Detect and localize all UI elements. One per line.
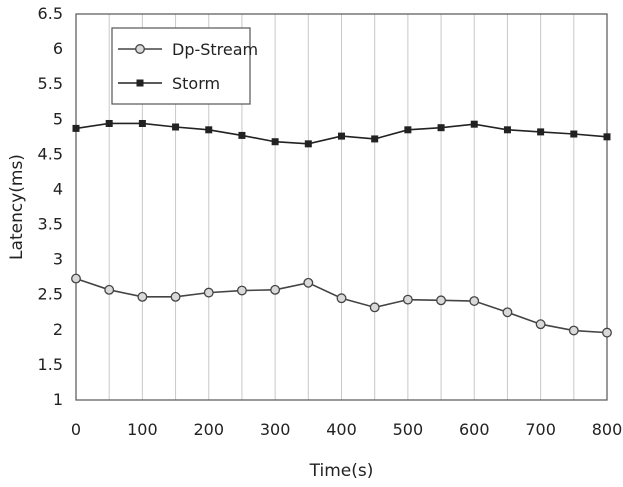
data-point	[568, 325, 579, 336]
x-tick-label: 100	[127, 420, 158, 439]
y-axis-title: Latency(ms)	[7, 154, 27, 260]
legend-marker	[135, 44, 145, 54]
legend-label: Storm	[172, 74, 220, 93]
x-axis-ticks: 0 100 200 300 400 500 600 700 800	[71, 420, 622, 439]
y-tick-label: 4.5	[38, 144, 63, 163]
y-tick-label: 2.5	[38, 285, 63, 304]
data-point	[172, 123, 180, 131]
y-tick-label: 1	[53, 390, 63, 409]
data-point	[137, 291, 148, 302]
series-dp-stream	[71, 273, 612, 338]
legend-label: Dp-Stream	[172, 40, 258, 59]
x-tick-label: 700	[525, 420, 556, 439]
data-point	[203, 287, 214, 298]
data-point	[371, 135, 379, 143]
y-tick-label: 4	[53, 179, 63, 198]
data-point	[236, 285, 247, 296]
y-tick-label: 1.5	[38, 355, 63, 374]
data-point	[271, 138, 279, 146]
data-point	[104, 284, 115, 295]
data-point	[402, 294, 413, 305]
legend-box	[111, 27, 251, 105]
legend-item: Dp-Stream	[118, 40, 258, 59]
data-point	[470, 120, 478, 128]
x-axis-title: Time(s)	[309, 461, 374, 481]
data-point	[602, 327, 612, 338]
data-point	[436, 295, 447, 306]
data-point	[238, 131, 246, 139]
data-point	[304, 140, 312, 148]
y-tick-label: 6.5	[38, 4, 63, 23]
data-point	[138, 119, 146, 127]
data-point	[469, 296, 480, 306]
data-point	[404, 126, 412, 134]
data-point	[336, 293, 347, 304]
data-point	[71, 273, 81, 284]
series-layer	[71, 119, 612, 338]
data-point	[502, 307, 513, 318]
data-point	[303, 277, 314, 288]
x-tick-label: 500	[393, 420, 424, 439]
data-point	[105, 119, 113, 127]
y-tick-label: 5.5	[38, 74, 63, 93]
data-point	[603, 133, 611, 141]
x-tick-label: 600	[459, 420, 490, 439]
data-point	[338, 132, 345, 140]
y-tick-label: 3	[53, 250, 63, 269]
data-point	[437, 124, 445, 132]
data-point	[72, 124, 80, 132]
series-storm	[72, 119, 611, 148]
y-tick-label: 6	[53, 39, 63, 58]
data-point	[503, 126, 511, 134]
y-tick-label: 3.5	[38, 215, 63, 234]
data-point	[570, 130, 578, 138]
vertical-gridlines	[108, 14, 575, 400]
data-point	[535, 319, 546, 330]
data-point	[205, 126, 213, 134]
legend-item: Storm	[118, 74, 220, 93]
legend-marker	[136, 79, 144, 87]
y-tick-label: 5	[53, 109, 63, 128]
y-tick-label: 2	[53, 320, 63, 339]
x-tick-label: 400	[326, 420, 357, 439]
x-tick-label: 200	[193, 420, 224, 439]
x-tick-label: 800	[592, 420, 623, 439]
data-point	[270, 284, 281, 295]
y-axis-ticks: 1 1.5 2 2.5 3 3.5 4 4.5 5 5.5 6 6.5	[38, 4, 63, 409]
data-point	[170, 291, 181, 302]
x-tick-label: 300	[260, 420, 291, 439]
legend: Dp-Stream Storm	[111, 27, 258, 105]
plot-area-frame	[75, 13, 608, 401]
x-tick-label: 0	[71, 420, 81, 439]
data-point	[537, 128, 545, 136]
data-point	[369, 302, 380, 313]
